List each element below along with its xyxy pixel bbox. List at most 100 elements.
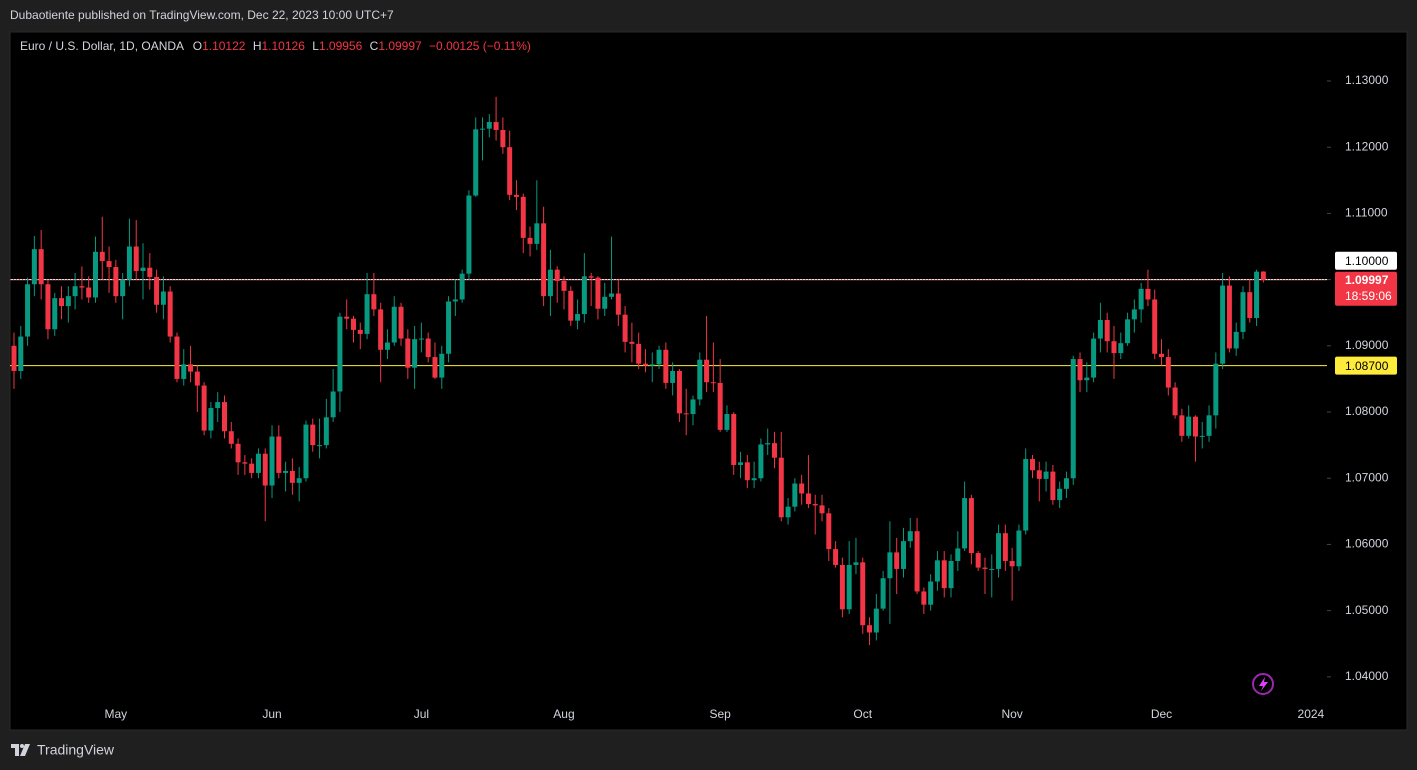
candle-body — [208, 408, 214, 431]
candle-body — [500, 129, 506, 148]
candle-body — [255, 453, 261, 473]
candle-body — [86, 287, 92, 298]
y-tick-label: 1.05000 — [1345, 603, 1389, 617]
candle-body — [1220, 285, 1226, 364]
legend-c-label: C — [370, 39, 379, 53]
candle-body — [615, 293, 621, 315]
candle-body — [1179, 415, 1185, 436]
candle-body — [459, 273, 465, 300]
candle-body — [1233, 331, 1239, 349]
candle-body — [59, 298, 65, 307]
candle-body — [513, 194, 519, 197]
candle-body — [799, 483, 805, 494]
candle-body — [1240, 292, 1246, 332]
y-tick-label: 1.12000 — [1345, 139, 1389, 153]
candle-body — [744, 462, 750, 481]
candle-body — [656, 349, 662, 365]
candle-body — [880, 578, 886, 609]
candle-body — [1070, 359, 1076, 479]
candle-body — [466, 195, 472, 274]
x-tick-label: Oct — [853, 707, 872, 721]
candle-body — [72, 286, 78, 297]
candle-body — [147, 267, 153, 277]
candle-body — [283, 470, 289, 473]
candle-body — [547, 269, 553, 297]
candle-body — [948, 560, 954, 589]
candle-body — [1036, 470, 1042, 479]
candle-body — [670, 370, 676, 383]
x-tick-label: Nov — [1001, 707, 1022, 721]
candle-body — [1260, 271, 1266, 280]
candle-body — [425, 338, 431, 358]
icon-ring — [1252, 673, 1274, 695]
plot-area: 1.04000 1.05000 1.06000 1.07000 1.08000 1.090… — [10, 73, 1397, 721]
candle-body — [622, 314, 628, 342]
candle-body — [785, 506, 791, 518]
candle-body — [1002, 533, 1008, 561]
candle-body — [1050, 471, 1056, 501]
legend-h-label: H — [253, 39, 262, 53]
candle-body — [629, 341, 635, 344]
candle-body — [330, 391, 336, 418]
candle-body — [480, 128, 486, 130]
candle-body — [575, 314, 581, 321]
candle-body — [323, 417, 329, 446]
candle-body — [201, 385, 207, 431]
candle-body — [45, 284, 51, 330]
candle-body — [996, 533, 1002, 569]
candle-body — [351, 318, 356, 330]
candle-body — [710, 382, 716, 384]
candle-body — [751, 478, 757, 481]
candle-body — [432, 357, 438, 378]
candle-body — [887, 552, 893, 579]
candle-body — [167, 291, 173, 337]
candle-body — [534, 223, 540, 244]
candle-body — [636, 343, 642, 364]
candle-body — [371, 294, 377, 310]
candle-body — [160, 291, 166, 305]
hline-label: 1.08700 — [1345, 359, 1389, 373]
candle-body — [561, 280, 567, 291]
y-tick-label: 1.04000 — [1345, 669, 1389, 683]
candle-body — [276, 436, 282, 473]
alert-icon[interactable] — [1252, 673, 1274, 695]
candle-body — [941, 560, 947, 589]
candle-body — [860, 562, 866, 626]
candle-body — [391, 306, 397, 343]
candle-body — [812, 504, 818, 506]
candle-body — [717, 382, 723, 430]
y-tick-label: 1.11000 — [1345, 206, 1388, 220]
candle-body — [1192, 416, 1198, 437]
candle-body — [1138, 288, 1144, 310]
candle-body — [262, 453, 268, 486]
candle-body — [771, 443, 777, 458]
candle-body — [873, 608, 879, 633]
candle-body — [690, 399, 696, 415]
candle-body — [113, 267, 119, 297]
candle-body — [520, 196, 526, 238]
candle-body — [405, 338, 411, 368]
candle-body — [317, 445, 323, 447]
candle-body — [853, 562, 859, 565]
candle-body — [493, 122, 499, 130]
candle-body — [25, 284, 31, 337]
candle-body — [140, 267, 146, 272]
candle-body — [1206, 415, 1212, 436]
x-tick-label: Dec — [1151, 707, 1172, 721]
candle-body — [826, 513, 832, 550]
candle-body — [738, 462, 744, 465]
candle-body — [1030, 459, 1035, 471]
candle-body — [439, 353, 445, 378]
logo-mark — [11, 744, 19, 756]
candle-body — [900, 541, 906, 569]
candle-body — [1213, 363, 1219, 416]
candle-body — [11, 345, 17, 371]
candle-body — [527, 237, 533, 244]
brand-logo[interactable]: TradingView — [11, 742, 115, 758]
x-tick-label: May — [105, 707, 128, 721]
candle-body — [99, 251, 105, 262]
candle-body — [649, 364, 655, 366]
y-tick-label: 1.06000 — [1345, 537, 1389, 551]
x-tick-label: 2024 — [1298, 707, 1325, 721]
candle-body — [975, 553, 981, 568]
